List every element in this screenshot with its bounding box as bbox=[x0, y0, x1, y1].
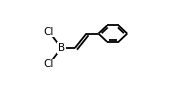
Text: Cl: Cl bbox=[44, 59, 54, 69]
Text: Cl: Cl bbox=[44, 27, 54, 37]
Text: B: B bbox=[58, 43, 65, 53]
